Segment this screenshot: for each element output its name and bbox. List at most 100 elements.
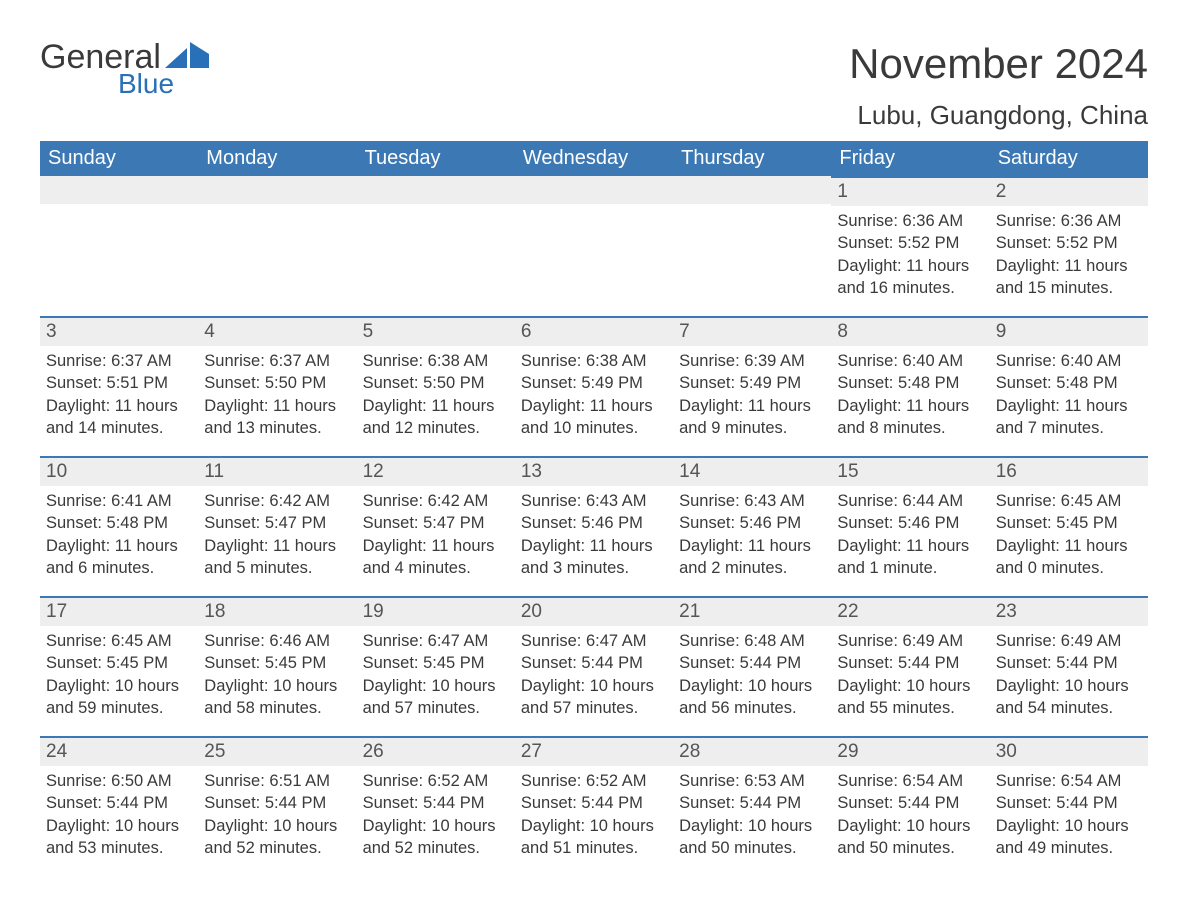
day-details: Sunrise: 6:48 AMSunset: 5:44 PMDaylight:…	[673, 626, 831, 725]
day-details: Sunrise: 6:40 AMSunset: 5:48 PMDaylight:…	[990, 346, 1148, 445]
daylight-line2: and 7 minutes.	[996, 417, 1142, 439]
sunset-text: Sunset: 5:44 PM	[46, 792, 192, 814]
day-details: Sunrise: 6:37 AMSunset: 5:51 PMDaylight:…	[40, 346, 198, 445]
day-number: 24	[40, 736, 198, 766]
empty-day-bar	[673, 176, 831, 204]
daylight-line2: and 14 minutes.	[46, 417, 192, 439]
day-number: 6	[515, 316, 673, 346]
day-details: Sunrise: 6:39 AMSunset: 5:49 PMDaylight:…	[673, 346, 831, 445]
daylight-line1: Daylight: 10 hours	[679, 675, 825, 697]
calendar-cell: 14Sunrise: 6:43 AMSunset: 5:46 PMDayligh…	[673, 456, 831, 596]
sunrise-text: Sunrise: 6:49 AM	[837, 630, 983, 652]
day-details: Sunrise: 6:44 AMSunset: 5:46 PMDaylight:…	[831, 486, 989, 585]
daylight-line1: Daylight: 11 hours	[996, 535, 1142, 557]
day-number: 5	[357, 316, 515, 346]
daylight-line2: and 5 minutes.	[204, 557, 350, 579]
daylight-line1: Daylight: 11 hours	[996, 395, 1142, 417]
day-number: 26	[357, 736, 515, 766]
daylight-line2: and 4 minutes.	[363, 557, 509, 579]
sunset-text: Sunset: 5:51 PM	[46, 372, 192, 394]
day-details: Sunrise: 6:38 AMSunset: 5:50 PMDaylight:…	[357, 346, 515, 445]
daylight-line2: and 50 minutes.	[837, 837, 983, 859]
day-number: 3	[40, 316, 198, 346]
empty-day-bar	[515, 176, 673, 204]
daylight-line1: Daylight: 11 hours	[521, 395, 667, 417]
daylight-line1: Daylight: 11 hours	[363, 535, 509, 557]
day-number: 18	[198, 596, 356, 626]
calendar-cell: 13Sunrise: 6:43 AMSunset: 5:46 PMDayligh…	[515, 456, 673, 596]
sunset-text: Sunset: 5:44 PM	[679, 792, 825, 814]
sunset-text: Sunset: 5:44 PM	[204, 792, 350, 814]
calendar-cell: 21Sunrise: 6:48 AMSunset: 5:44 PMDayligh…	[673, 596, 831, 736]
sunset-text: Sunset: 5:48 PM	[46, 512, 192, 534]
day-number: 30	[990, 736, 1148, 766]
calendar-cell: 11Sunrise: 6:42 AMSunset: 5:47 PMDayligh…	[198, 456, 356, 596]
sunrise-text: Sunrise: 6:38 AM	[363, 350, 509, 372]
sunrise-text: Sunrise: 6:43 AM	[521, 490, 667, 512]
sunset-text: Sunset: 5:49 PM	[521, 372, 667, 394]
calendar-cell: 7Sunrise: 6:39 AMSunset: 5:49 PMDaylight…	[673, 316, 831, 456]
sunrise-text: Sunrise: 6:42 AM	[363, 490, 509, 512]
daylight-line2: and 12 minutes.	[363, 417, 509, 439]
daylight-line2: and 58 minutes.	[204, 697, 350, 719]
sunrise-text: Sunrise: 6:45 AM	[996, 490, 1142, 512]
sunrise-text: Sunrise: 6:44 AM	[837, 490, 983, 512]
sunset-text: Sunset: 5:46 PM	[679, 512, 825, 534]
sunset-text: Sunset: 5:44 PM	[521, 792, 667, 814]
day-number: 29	[831, 736, 989, 766]
daylight-line2: and 15 minutes.	[996, 277, 1142, 299]
col-wednesday: Wednesday	[515, 141, 673, 176]
sunset-text: Sunset: 5:47 PM	[363, 512, 509, 534]
day-number: 25	[198, 736, 356, 766]
daylight-line1: Daylight: 11 hours	[837, 255, 983, 277]
daylight-line2: and 53 minutes.	[46, 837, 192, 859]
day-number: 12	[357, 456, 515, 486]
sunset-text: Sunset: 5:52 PM	[837, 232, 983, 254]
day-details: Sunrise: 6:45 AMSunset: 5:45 PMDaylight:…	[990, 486, 1148, 585]
calendar-cell: 6Sunrise: 6:38 AMSunset: 5:49 PMDaylight…	[515, 316, 673, 456]
col-thursday: Thursday	[673, 141, 831, 176]
calendar-row: 17Sunrise: 6:45 AMSunset: 5:45 PMDayligh…	[40, 596, 1148, 736]
daylight-line1: Daylight: 11 hours	[46, 395, 192, 417]
daylight-line2: and 9 minutes.	[679, 417, 825, 439]
sunset-text: Sunset: 5:44 PM	[679, 652, 825, 674]
sunrise-text: Sunrise: 6:53 AM	[679, 770, 825, 792]
day-details: Sunrise: 6:54 AMSunset: 5:44 PMDaylight:…	[990, 766, 1148, 865]
daylight-line2: and 1 minute.	[837, 557, 983, 579]
logo: General Blue	[40, 40, 209, 98]
daylight-line2: and 54 minutes.	[996, 697, 1142, 719]
calendar-cell: 5Sunrise: 6:38 AMSunset: 5:50 PMDaylight…	[357, 316, 515, 456]
calendar-row: 3Sunrise: 6:37 AMSunset: 5:51 PMDaylight…	[40, 316, 1148, 456]
daylight-line1: Daylight: 11 hours	[204, 395, 350, 417]
day-details: Sunrise: 6:43 AMSunset: 5:46 PMDaylight:…	[515, 486, 673, 585]
calendar-row: 10Sunrise: 6:41 AMSunset: 5:48 PMDayligh…	[40, 456, 1148, 596]
sunrise-text: Sunrise: 6:54 AM	[837, 770, 983, 792]
day-details: Sunrise: 6:36 AMSunset: 5:52 PMDaylight:…	[990, 206, 1148, 305]
daylight-line2: and 6 minutes.	[46, 557, 192, 579]
empty-day-bar	[198, 176, 356, 204]
day-details: Sunrise: 6:41 AMSunset: 5:48 PMDaylight:…	[40, 486, 198, 585]
daylight-line1: Daylight: 10 hours	[679, 815, 825, 837]
sunrise-text: Sunrise: 6:39 AM	[679, 350, 825, 372]
daylight-line1: Daylight: 11 hours	[679, 395, 825, 417]
calendar-cell: 30Sunrise: 6:54 AMSunset: 5:44 PMDayligh…	[990, 736, 1148, 876]
sunrise-text: Sunrise: 6:37 AM	[204, 350, 350, 372]
day-details: Sunrise: 6:38 AMSunset: 5:49 PMDaylight:…	[515, 346, 673, 445]
calendar-cell: 3Sunrise: 6:37 AMSunset: 5:51 PMDaylight…	[40, 316, 198, 456]
calendar-cell: 15Sunrise: 6:44 AMSunset: 5:46 PMDayligh…	[831, 456, 989, 596]
sunrise-text: Sunrise: 6:52 AM	[521, 770, 667, 792]
daylight-line1: Daylight: 10 hours	[996, 675, 1142, 697]
calendar-table: Sunday Monday Tuesday Wednesday Thursday…	[40, 141, 1148, 876]
calendar-cell: 12 Sunrise: 6:42 AMSunset: 5:47 PMDayligh…	[357, 456, 515, 596]
calendar-cell	[198, 176, 356, 316]
calendar-cell: 19Sunrise: 6:47 AMSunset: 5:45 PMDayligh…	[357, 596, 515, 736]
sunrise-text: Sunrise: 6:47 AM	[521, 630, 667, 652]
calendar-cell: 17Sunrise: 6:45 AMSunset: 5:45 PMDayligh…	[40, 596, 198, 736]
day-number: 8	[831, 316, 989, 346]
day-number: 22	[831, 596, 989, 626]
day-number: 23	[990, 596, 1148, 626]
day-number: 16	[990, 456, 1148, 486]
sunrise-text: Sunrise: 6:45 AM	[46, 630, 192, 652]
sunrise-text: Sunrise: 6:47 AM	[363, 630, 509, 652]
day-details: Sunrise: 6:51 AMSunset: 5:44 PMDaylight:…	[198, 766, 356, 865]
